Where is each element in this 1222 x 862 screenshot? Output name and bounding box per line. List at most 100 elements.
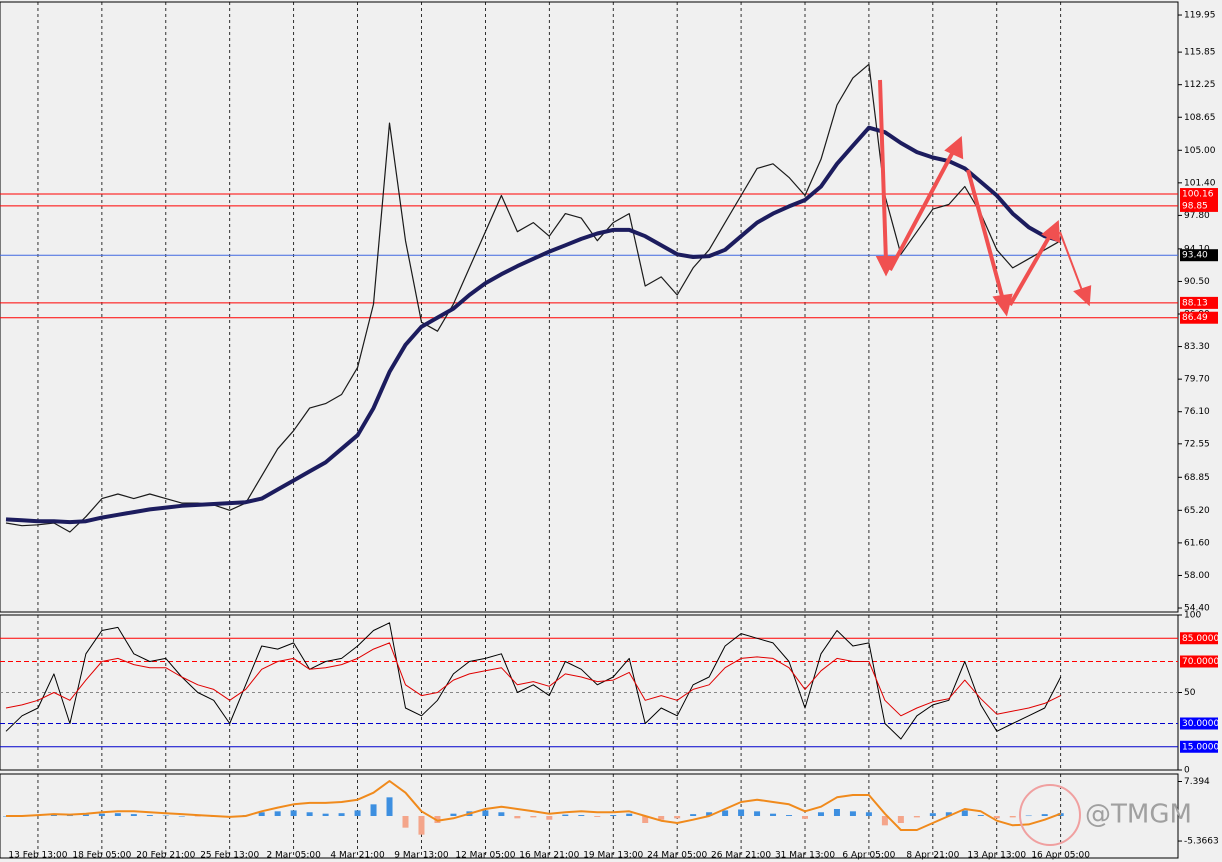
y-tick-label: 68.85 [1184, 473, 1210, 483]
x-tick-label: 12 Mar 05:00 [455, 851, 515, 861]
price-panel [0, 1, 1179, 613]
histogram-bar [897, 816, 904, 823]
histogram-bar [338, 813, 345, 816]
histogram-bar [738, 809, 745, 816]
y-tick-label: 58.00 [1184, 571, 1210, 581]
series-line [6, 780, 1062, 831]
level-label: 93.40 [1182, 251, 1208, 261]
histogram-bar [977, 815, 984, 816]
x-tick-label: 31 Mar 13:00 [775, 851, 835, 861]
histogram-bar [1041, 814, 1048, 816]
histogram-bar [162, 815, 169, 817]
histogram-bar [961, 810, 968, 816]
histogram-bar [929, 813, 936, 816]
y-tick-label: 119.95 [1184, 11, 1216, 21]
x-tick-label: 16 Apr 05:00 [1031, 851, 1090, 861]
histogram-bar [66, 815, 73, 817]
y-tick-label: 115.85 [1184, 48, 1216, 58]
histogram-bar [642, 816, 649, 823]
histogram-bar [802, 816, 808, 819]
histogram-bar [82, 814, 89, 816]
y-tick-label: 105.00 [1184, 146, 1216, 156]
y-tick-label: 108.65 [1184, 113, 1216, 123]
histogram-bar [674, 816, 681, 819]
histogram-bar [194, 816, 201, 817]
y-tick-label: 90.50 [1184, 277, 1210, 287]
level-label-bg [1180, 199, 1218, 212]
histogram-bar [370, 804, 377, 816]
histogram-bar [402, 816, 409, 828]
histogram-bar [562, 814, 569, 816]
histogram-bar [786, 815, 793, 816]
y-tick-label: 0 [1184, 766, 1190, 776]
histogram-bar [98, 813, 105, 816]
histogram-bar [354, 810, 361, 816]
histogram-bar [993, 816, 1000, 819]
histogram-bar [498, 812, 505, 816]
histogram-bar [130, 814, 137, 816]
x-tick-label: 8 Apr 21:00 [906, 851, 959, 861]
histogram-bar [482, 810, 489, 816]
histogram-bar [658, 816, 665, 820]
annotation-arrows [875, 79, 1092, 317]
histogram-bar [594, 816, 601, 817]
histogram-bar [322, 813, 329, 816]
x-tick-label: 13 Apr 13:00 [967, 851, 1026, 861]
histogram-bar [881, 816, 888, 826]
level-label: 98.85 [1182, 201, 1208, 211]
histogram-bar [690, 814, 697, 816]
x-tick-label: 13 Feb 13:00 [8, 851, 67, 861]
level-label-bg [1180, 632, 1218, 645]
histogram-bar [626, 813, 633, 816]
x-tick-label: 24 Mar 05:00 [647, 851, 707, 861]
y-tick-label: 83.30 [1184, 342, 1210, 352]
histogram-bar [546, 816, 553, 820]
histogram-bar [450, 813, 457, 816]
level-label-bg [1180, 740, 1218, 753]
y-tick-label: 97.80 [1184, 211, 1210, 221]
x-tick-label: 25 Feb 13:00 [200, 851, 259, 861]
y-tick-label: 7.394 [1184, 777, 1210, 787]
macd-panel [0, 773, 1179, 859]
histogram-bar [530, 816, 537, 818]
histogram-bar [178, 816, 185, 817]
y-tick-label: 101.40 [1184, 178, 1216, 188]
level-label: 88.13 [1182, 298, 1208, 308]
level-label: 15.0000 [1182, 742, 1219, 752]
watermark-circle [1019, 784, 1081, 846]
histogram-bar [514, 816, 521, 819]
histogram-bar [945, 812, 952, 816]
x-tick-label: 26 Mar 21:00 [711, 851, 771, 861]
x-tick-label: 2 Mar 05:00 [266, 851, 321, 861]
x-tick-label: 16 Mar 21:00 [519, 851, 579, 861]
level-label-bg [1180, 311, 1218, 324]
y-tick-label: 72.55 [1184, 439, 1210, 449]
level-label: 86.49 [1182, 313, 1208, 323]
histogram-bar [578, 815, 585, 816]
histogram-bar [913, 816, 920, 818]
histogram-bar [50, 814, 57, 816]
histogram-bar [386, 797, 393, 816]
level-label-bg [1180, 188, 1218, 201]
histogram-bar [849, 811, 856, 816]
histogram-bar [434, 816, 441, 823]
y-tick-label: 61.60 [1184, 538, 1210, 548]
level-label-bg [1180, 717, 1218, 730]
level-label: 70.0000 [1182, 657, 1219, 667]
x-tick-label: 9 Mar 13:00 [394, 851, 449, 861]
y-tick-label: 65.20 [1184, 506, 1210, 516]
y-tick-label: 76.10 [1184, 407, 1210, 417]
histogram-bar [610, 815, 617, 816]
level-label: 100.16 [1182, 190, 1214, 200]
histogram-bar [114, 813, 121, 816]
y-tick-label: 79.70 [1184, 375, 1210, 385]
level-label-bg [1180, 655, 1218, 668]
series-line [5, 125, 1062, 525]
level-label: 30.0000 [1182, 719, 1219, 729]
x-tick-label: 6 Apr 05:00 [842, 851, 895, 861]
histogram-bar [865, 812, 872, 816]
series-line [5, 642, 1061, 717]
x-tick-label: 20 Feb 21:00 [136, 851, 195, 861]
